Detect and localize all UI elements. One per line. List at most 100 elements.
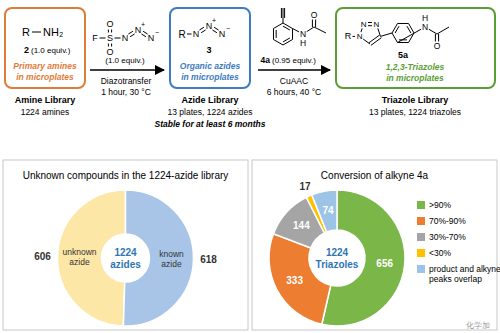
bond	[398, 29, 422, 42]
bond	[108, 30, 109, 33]
bond	[398, 23, 409, 24]
slice-label: unknownazide	[62, 247, 96, 267]
bond	[283, 26, 290, 30]
chart-panel: Unknown compounds in the 1224-azide libr…	[3, 160, 248, 330]
label: (1.0 equiv.)	[31, 46, 71, 55]
panel-frame	[3, 160, 248, 330]
legend-swatch	[417, 233, 425, 241]
label: (0.95 equiv.)	[272, 56, 316, 65]
legend-swatch	[417, 265, 425, 273]
label: CuAAC	[280, 76, 308, 86]
label: +	[141, 21, 145, 28]
bond	[283, 40, 293, 46]
bond	[283, 8, 284, 18]
legend-entry: product and alkynepeaks overlap	[429, 264, 500, 284]
bond	[273, 40, 283, 46]
label: N	[361, 20, 367, 29]
bond	[361, 28, 362, 32]
data-label: 618	[200, 254, 217, 265]
reaction-arrow	[258, 69, 330, 71]
bond	[283, 38, 290, 42]
bond	[292, 29, 293, 40]
label: −	[155, 29, 159, 36]
bond	[429, 29, 437, 34]
label: H	[300, 38, 306, 48]
label: R	[345, 31, 352, 41]
chart-title: Unknown compounds in the 1224-azide libr…	[23, 170, 229, 181]
bond	[273, 23, 283, 29]
legend-entry: 30%-70%	[429, 232, 466, 242]
bond	[130, 34, 134, 37]
center-label: azides	[110, 259, 141, 270]
legend: >90% 70%-90% 30%-70% <30% product and alkyne…	[417, 200, 500, 284]
bond	[371, 38, 381, 46]
bond	[201, 30, 205, 33]
bond	[143, 31, 147, 34]
label: 3	[206, 45, 211, 55]
label: Amine Library	[15, 95, 76, 105]
bond	[141, 34, 145, 37]
label: in microplates	[386, 73, 444, 83]
bond	[281, 8, 282, 18]
bond	[273, 29, 274, 40]
legend-entry: 70%-90%	[429, 216, 466, 226]
bond	[115, 38, 121, 39]
bond	[187, 34, 192, 35]
bond	[398, 42, 409, 43]
bond	[32, 32, 41, 33]
figure: RNH₂2(1.0 equiv.)Primary aminesin microp…	[0, 0, 500, 333]
label: Triazole Library	[382, 95, 449, 105]
watermark: 化学加	[466, 321, 490, 330]
label: in microplates	[181, 72, 239, 82]
label: N	[122, 33, 129, 43]
label: N	[374, 20, 380, 29]
bond	[368, 25, 372, 26]
center-label: 1224	[326, 247, 349, 258]
label: Primary amines	[13, 61, 77, 71]
label: N	[193, 29, 200, 39]
label: F	[92, 33, 98, 43]
label: 13 plates, 1224 triazoles	[369, 107, 461, 117]
center-label: Triazoles	[316, 259, 359, 270]
bond	[111, 30, 112, 33]
legend-swatch	[417, 249, 425, 257]
label: O	[311, 10, 318, 20]
label: S	[107, 33, 113, 43]
bond	[100, 38, 106, 39]
label: in microplates	[16, 72, 74, 82]
label: 2	[24, 45, 29, 55]
bond	[380, 33, 392, 36]
scheme: RNH₂2(1.0 equiv.)Primary aminesin microp…	[5, 8, 495, 129]
bond	[369, 35, 379, 43]
bond	[307, 27, 314, 32]
label: NH₂	[43, 26, 63, 38]
bond	[353, 36, 356, 37]
library-box	[170, 8, 250, 88]
label: (1.0 equiv.)	[105, 56, 145, 65]
label: 13 plates, 1224 azides	[167, 107, 252, 117]
slice	[269, 234, 331, 325]
bond	[395, 26, 399, 33]
bond	[284, 8, 285, 18]
bond	[368, 22, 372, 23]
label: 1 hour, 30 °C	[101, 87, 151, 97]
bond	[283, 18, 284, 23]
label: 1,2,3-Triazoles	[386, 62, 445, 72]
data-label: 17	[299, 181, 311, 192]
bond	[283, 23, 293, 29]
label: R	[22, 26, 30, 38]
center-label: 1224	[114, 247, 137, 258]
label: H	[422, 13, 428, 23]
label: Organic azides	[180, 61, 241, 71]
label: N	[148, 33, 155, 43]
bond	[314, 27, 326, 33]
donut: 65633314417741224Triazoles	[269, 181, 405, 326]
panel-frame	[252, 160, 497, 330]
legend-entry: <30%	[429, 248, 451, 258]
bond	[293, 29, 299, 32]
legend-entry: >90%	[429, 200, 451, 210]
data-label: 606	[34, 251, 51, 262]
bond	[407, 26, 411, 33]
bond	[437, 27, 449, 34]
bond	[111, 44, 112, 47]
